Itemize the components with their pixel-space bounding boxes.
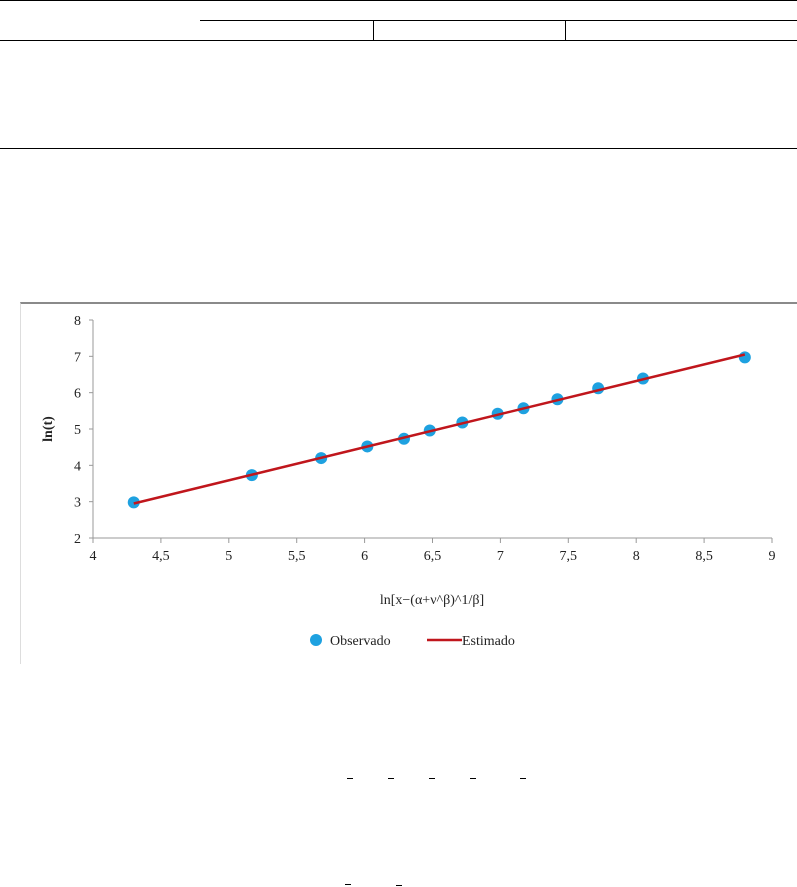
x-tick-label: 8,5 xyxy=(695,549,713,564)
x-tick-label: 4,5 xyxy=(152,549,170,564)
legend-label-estimado: Estimado xyxy=(462,634,515,649)
text-fragment-dash xyxy=(470,778,476,779)
x-tick-label: 7,5 xyxy=(560,549,578,564)
legend: Observado Estimado xyxy=(310,634,515,649)
legend-label-observado: Observado xyxy=(330,634,391,649)
y-tick-label: 4 xyxy=(74,459,81,474)
x-tick-label: 7 xyxy=(497,549,504,564)
legend-marker-observado xyxy=(310,634,322,646)
x-tick-label: 6 xyxy=(361,549,368,564)
text-fragment-dash xyxy=(396,885,402,886)
y-tick-label: 7 xyxy=(74,350,81,365)
data-point-observado xyxy=(738,351,751,364)
text-fragment-dash xyxy=(520,778,526,779)
y-tick-label: 5 xyxy=(74,423,81,438)
text-fragment-dash xyxy=(345,884,351,885)
x-axis-label: ln[x−(α+ν^β)^1/β] xyxy=(380,593,484,608)
y-tick-label: 8 xyxy=(74,314,81,329)
y-tick-label: 6 xyxy=(74,387,81,402)
line-estimado xyxy=(133,353,746,505)
x-tick-label: 6,5 xyxy=(424,549,442,564)
chart-marks xyxy=(127,351,751,509)
x-tick-label: 5,5 xyxy=(288,549,306,564)
tick-labels: 4 4,5 5 5,5 6 6,5 7 7,5 8 8,5 9 2 3 4 5 6 7 8 xyxy=(74,314,776,564)
table-top-rule xyxy=(0,0,797,1)
x-tick-label: 8 xyxy=(633,549,640,564)
table-header-subrule xyxy=(200,20,797,21)
x-tick-label: 4 xyxy=(90,549,97,564)
axes xyxy=(89,319,773,543)
chart-frame xyxy=(20,302,797,664)
text-fragment-dash xyxy=(429,778,435,779)
text-fragment-dash xyxy=(347,778,353,779)
table-column-divider xyxy=(565,20,566,40)
x-tick-label: 5 xyxy=(225,549,232,564)
table-column-divider xyxy=(373,20,374,40)
x-tick-label: 9 xyxy=(769,549,776,564)
y-axis-label: ln(t) xyxy=(41,416,56,442)
table-header-bottom-rule xyxy=(0,40,797,41)
y-tick-label: 2 xyxy=(74,532,81,547)
table-bottom-rule xyxy=(0,148,797,149)
y-tick-label: 3 xyxy=(74,496,81,511)
text-fragment-dash xyxy=(388,778,394,779)
